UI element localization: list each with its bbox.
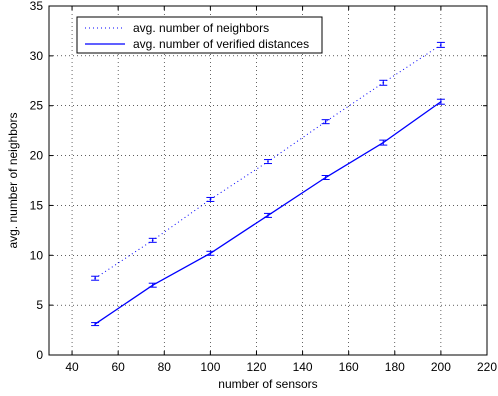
data-point — [267, 214, 269, 217]
data-point — [440, 100, 442, 103]
y-tick-label: 30 — [30, 49, 44, 63]
y-tick-label: 10 — [30, 248, 44, 262]
x-tick-label: 200 — [431, 360, 451, 374]
y-tick-label: 35 — [30, 0, 44, 13]
y-tick-label: 25 — [30, 99, 44, 113]
axis-ticks: 40 60 80 100 120 140 160 180 200 220 0 5 10 15 20 25 30 3… — [30, 0, 498, 374]
x-tick-label: 60 — [111, 360, 125, 374]
data-point — [382, 81, 385, 84]
legend: avg. number of neighbors avg. number of … — [76, 16, 323, 54]
y-tick-label: 15 — [30, 198, 44, 212]
legend-label-neighbors: avg. number of neighbors — [133, 21, 269, 35]
y-tick-label: 5 — [36, 298, 43, 312]
data-point — [209, 252, 212, 255]
x-tick-label: 80 — [158, 360, 172, 374]
y-tick-label: 20 — [30, 149, 44, 163]
data-point — [382, 141, 385, 144]
x-axis-label: number of sensors — [218, 377, 317, 391]
x-tick-label: 140 — [293, 360, 313, 374]
series-group — [91, 41, 445, 327]
legend-box — [76, 16, 323, 54]
y-tick-label: 0 — [36, 348, 43, 362]
series-1 — [91, 98, 445, 327]
data-point — [151, 284, 154, 287]
x-tick-label: 180 — [385, 360, 405, 374]
x-tick-label: 160 — [339, 360, 359, 374]
plot-area — [49, 6, 487, 355]
data-point — [267, 160, 269, 163]
data-point — [151, 239, 154, 242]
data-point — [94, 277, 96, 280]
x-tick-label: 100 — [200, 360, 220, 374]
legend-label-verified-distances: avg. number of verified distances — [133, 37, 309, 51]
data-point — [324, 176, 327, 179]
x-tick-label: 120 — [246, 360, 266, 374]
data-point — [94, 323, 96, 325]
x-tick-label: 220 — [477, 360, 497, 374]
y-axis-label: avg. number of neighbors — [6, 112, 20, 248]
plot-frame — [48, 5, 488, 356]
series-0 — [91, 41, 445, 281]
data-point — [440, 44, 442, 46]
data-point — [209, 198, 212, 201]
data-point — [324, 120, 327, 123]
x-tick-label: 40 — [65, 360, 79, 374]
